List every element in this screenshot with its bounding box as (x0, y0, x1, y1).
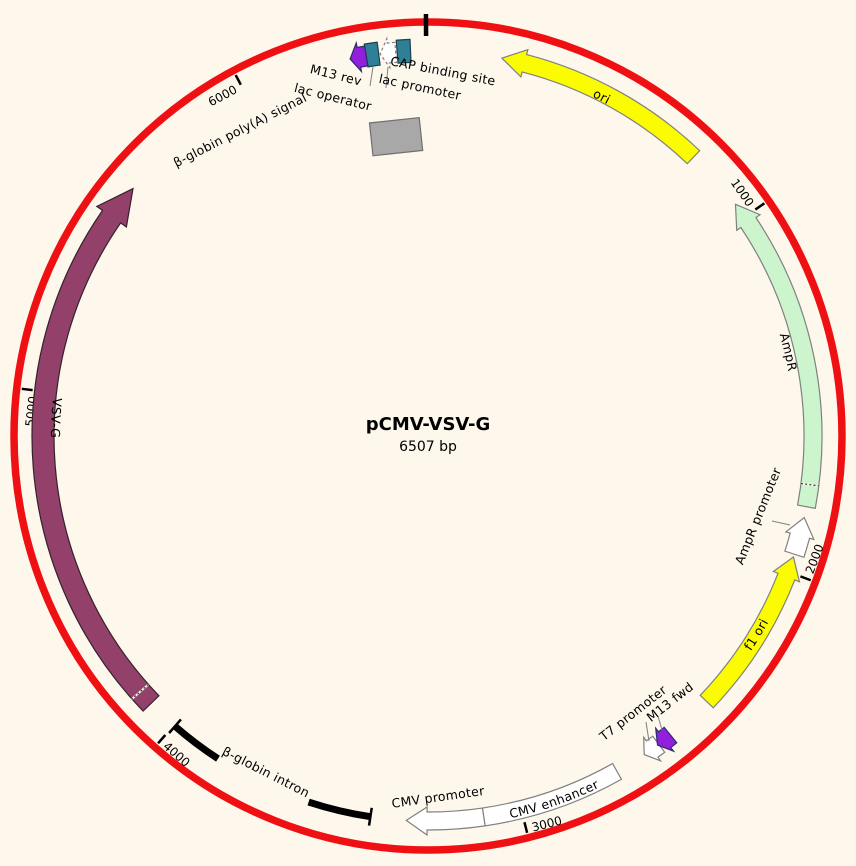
feature-lac-promoter[interactable] (379, 36, 398, 70)
leader-line-m13-fwd (657, 715, 663, 731)
plasmid-backbone-ring (10, 18, 846, 854)
feature-f1-ori[interactable] (699, 556, 801, 709)
tick-4000 (157, 734, 167, 745)
tick-5000 (21, 387, 33, 392)
plasmid-title: pCMV-VSV-G (366, 414, 491, 435)
feature-label-vsv-g[interactable]: VSV-G (48, 397, 65, 438)
feature-cap-binding-site[interactable] (395, 38, 412, 64)
feature-beta-globin-intron-end-bar-2 (168, 718, 182, 734)
feature-ampr[interactable] (734, 203, 823, 510)
feature-t7-promoter[interactable] (643, 735, 666, 763)
feature-label-beta-globin-polya-signal[interactable]: β-globin poly(A) signal (171, 90, 309, 170)
feature-cmv-promoter[interactable] (405, 805, 486, 837)
tick-6000 (234, 74, 242, 86)
feature-m13-fwd[interactable] (654, 726, 678, 753)
feature-m13-rev[interactable] (349, 40, 369, 74)
feature-divider-vsv-g (131, 683, 149, 700)
feature-vsv-g[interactable] (31, 187, 160, 712)
leader-line-t7-promoter (645, 721, 650, 742)
feature-label-lac-operator[interactable]: lac operator (293, 80, 374, 114)
feature-divider-ampr (800, 482, 819, 487)
tick-1000 (754, 202, 766, 211)
leader-line-lac-promoter (385, 66, 389, 89)
feature-beta-globin-intron-end-bar-1 (367, 807, 373, 826)
leader-line-ampr-promoter (771, 520, 791, 526)
feature-label-ori[interactable]: ori (591, 86, 613, 107)
tick-2000 (799, 575, 812, 582)
feature-label-ampr-promoter[interactable]: AmpR promoter (732, 465, 785, 567)
feature-label-beta-globin-intron[interactable]: β-globin intron (220, 743, 312, 800)
tick-3000 (523, 821, 529, 834)
plasmid-size: 6507 bp (399, 439, 457, 455)
feature-label-cmv-promoter[interactable]: CMV promoter (391, 783, 486, 811)
feature-beta-globin-polya-signal[interactable] (368, 116, 424, 157)
feature-ori[interactable] (500, 48, 701, 165)
leader-line-lac-operator (369, 66, 374, 87)
feature-lac-operator[interactable] (363, 41, 381, 68)
feature-beta-globin-intron-segment-1[interactable] (307, 798, 371, 821)
feature-ampr-promoter[interactable] (784, 516, 815, 559)
